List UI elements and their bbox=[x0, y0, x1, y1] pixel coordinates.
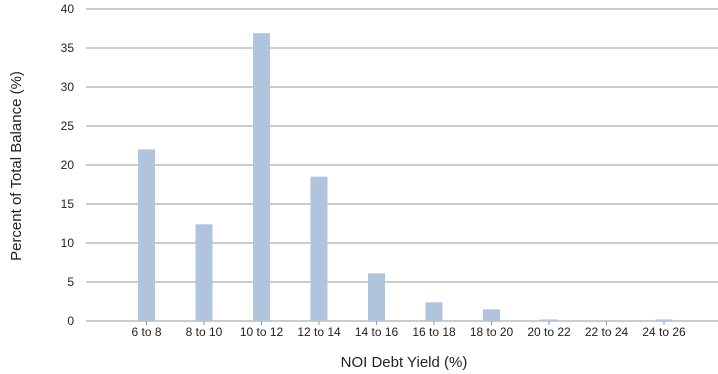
y-tick-label: 0 bbox=[67, 314, 74, 328]
x-tick-label: 8 to 10 bbox=[186, 325, 223, 339]
y-tick-label: 5 bbox=[67, 275, 74, 289]
y-tick-label: 35 bbox=[61, 41, 75, 55]
y-tick-label: 30 bbox=[61, 80, 75, 94]
x-tick-label: 20 to 22 bbox=[527, 325, 571, 339]
x-tick-label: 6 to 8 bbox=[131, 325, 161, 339]
x-tick-label: 16 to 18 bbox=[412, 325, 456, 339]
bars bbox=[138, 33, 673, 322]
x-tick-label: 24 to 26 bbox=[642, 325, 686, 339]
x-tick-label: 18 to 20 bbox=[470, 325, 514, 339]
y-tick-label: 15 bbox=[61, 197, 75, 211]
bar bbox=[425, 302, 443, 321]
x-axis-title: NOI Debt Yield (%) bbox=[341, 354, 468, 371]
y-tick-label: 40 bbox=[61, 2, 75, 16]
y-tick-label: 20 bbox=[61, 158, 75, 172]
y-tick-label: 10 bbox=[61, 236, 75, 250]
y-tick-labels: 0 5 10 15 20 25 30 35 40 bbox=[61, 2, 75, 328]
bar bbox=[310, 176, 328, 321]
x-tick-labels: 6 to 8 8 to 10 10 to 12 12 to 14 14 to 16 16 … bbox=[131, 321, 686, 339]
bar bbox=[483, 309, 500, 321]
gridlines bbox=[86, 8, 718, 322]
x-tick-label: 14 to 16 bbox=[355, 325, 399, 339]
bar bbox=[195, 224, 213, 321]
x-tick-label: 12 to 14 bbox=[297, 325, 341, 339]
bar bbox=[253, 33, 270, 322]
bar bbox=[540, 319, 558, 321]
bar bbox=[138, 149, 155, 321]
y-axis-title: Percent of Total Balance (%) bbox=[8, 71, 25, 261]
y-tick-label: 25 bbox=[61, 119, 75, 133]
x-tick-label: 10 to 12 bbox=[240, 325, 284, 339]
bar bbox=[368, 273, 385, 321]
x-tick-label: 22 to 24 bbox=[585, 325, 629, 339]
bar bbox=[655, 319, 673, 321]
